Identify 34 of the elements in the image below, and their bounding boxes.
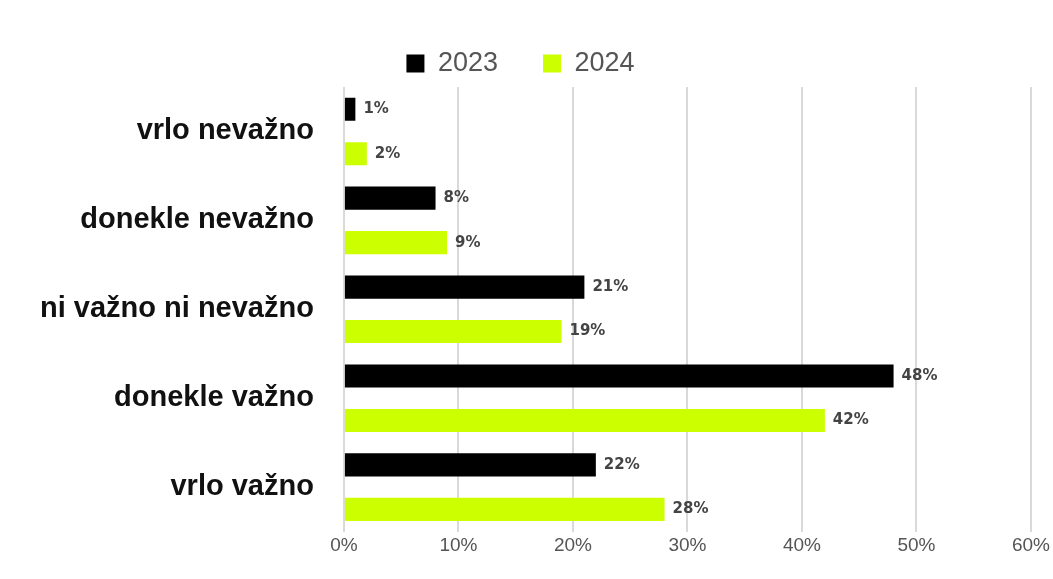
bar [344, 275, 585, 299]
data-label: 2% [374, 143, 401, 162]
bar [344, 453, 596, 477]
bar [344, 142, 367, 166]
bar [344, 497, 665, 521]
data-label: 48% [901, 365, 938, 384]
data-label: 19% [569, 321, 606, 340]
bar [344, 186, 436, 210]
x-tick-label: 40% [782, 534, 822, 556]
y-tick-label: ni važno ni nevažno [39, 291, 314, 324]
data-label: 22% [603, 454, 640, 473]
y-tick-label: vrlo važno [170, 469, 314, 502]
bar [344, 231, 447, 255]
y-tick-label: donekle nevažno [80, 202, 314, 235]
data-label: 42% [832, 410, 869, 429]
data-label: 28% [672, 499, 709, 518]
bar [344, 319, 562, 344]
y-tick-label: vrlo nevažno [136, 113, 314, 146]
data-label: 21% [592, 276, 629, 295]
x-tick-label: 30% [668, 534, 707, 556]
data-label: 8% [443, 188, 469, 207]
x-tick-label: 0% [330, 534, 358, 556]
legend-label: 2024 [574, 46, 635, 77]
x-tick-label: 10% [439, 534, 478, 556]
bar [344, 408, 825, 433]
x-tick-label: 60% [1011, 534, 1051, 556]
x-tick-label: 20% [553, 534, 593, 556]
bar [344, 364, 894, 388]
bar [344, 97, 356, 121]
y-tick-label: donekle važno [114, 380, 314, 413]
data-label: 1% [363, 99, 389, 118]
legend-label: 2023 [437, 46, 499, 77]
data-label: 9% [454, 232, 481, 251]
x-tick-label: 50% [897, 534, 936, 556]
